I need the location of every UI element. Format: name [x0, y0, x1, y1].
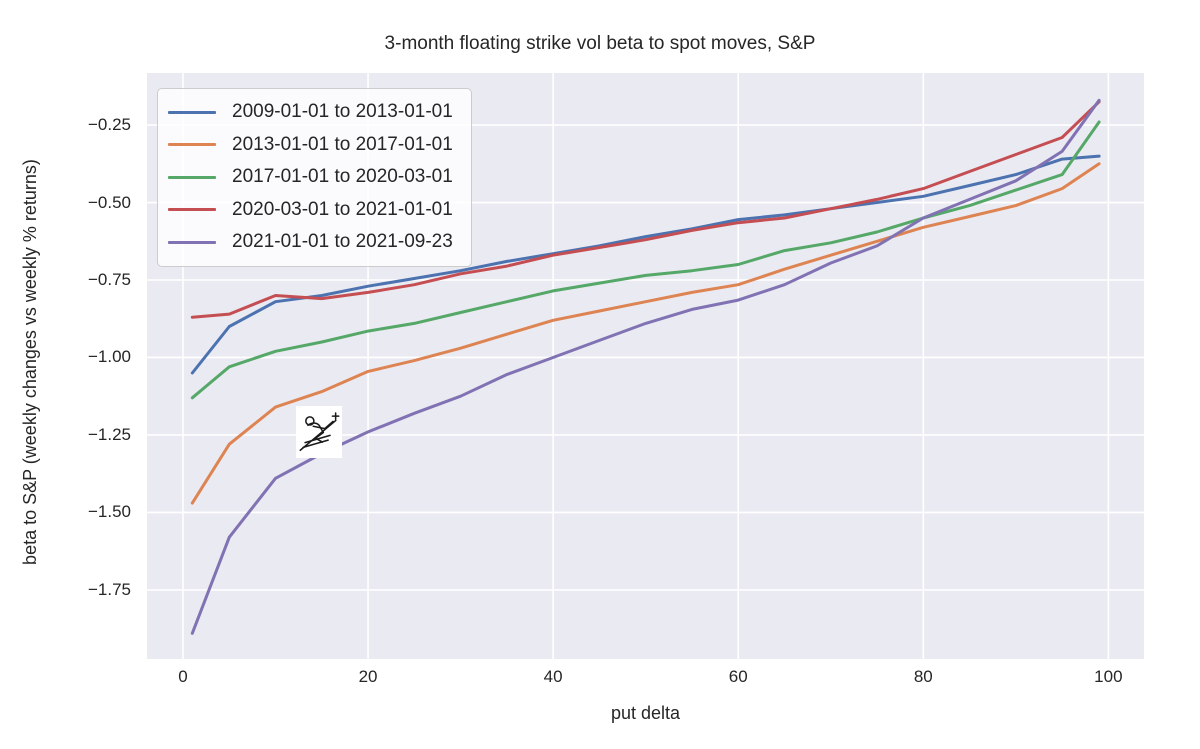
legend-label: 2020-03-01 to 2021-01-01: [232, 198, 453, 220]
x-tick-label: 0: [178, 667, 188, 686]
legend-label: 2017-01-01 to 2020-03-01: [232, 166, 453, 188]
y-tick-label: −1.75: [87, 579, 131, 599]
chart-title: 3-month floating strike vol beta to spot…: [384, 33, 816, 54]
x-tick-label: 20: [358, 667, 378, 686]
legend-item: 2009-01-01 to 2013-01-01: [168, 96, 453, 129]
skier-icon: [299, 412, 340, 451]
legend-item: 2021-01-01 to 2021-09-23: [168, 226, 453, 259]
x-tick-label: 80: [913, 667, 933, 686]
legend-line-sample: [168, 143, 216, 147]
series-line: [190, 100, 1101, 319]
x-tick-label: 100: [1094, 667, 1123, 686]
legend-line-sample: [168, 240, 216, 244]
legend-line-sample: [168, 175, 216, 179]
legend-item: 2013-01-01 to 2017-01-01: [168, 129, 453, 162]
legend-line-sample: [168, 208, 216, 212]
series-line: [190, 120, 1101, 400]
y-tick-label: −1.25: [87, 424, 131, 444]
y-tick-label: −0.25: [87, 115, 131, 135]
y-tick-label: −0.50: [87, 192, 131, 212]
x-tick-label: 60: [728, 667, 748, 686]
y-axis-label: beta to S&P (weekly changes vs weekly % …: [20, 159, 40, 565]
y-tick-label: −0.75: [87, 270, 131, 289]
y-tick-label: −1.50: [87, 502, 131, 522]
x-tick-label: 40: [543, 667, 563, 686]
legend-line-sample: [168, 110, 216, 114]
legend: 2009-01-01 to 2013-01-01 2013-01-01 to 20…: [157, 88, 472, 267]
legend-label: 2009-01-01 to 2013-01-01: [232, 101, 453, 123]
x-axis-label: put delta: [610, 703, 681, 723]
series-line: [190, 154, 1101, 375]
y-tick-label: −1.00: [87, 347, 131, 367]
legend-item: 2017-01-01 to 2020-03-01: [168, 161, 453, 194]
legend-item: 2020-03-01 to 2021-01-01: [168, 194, 453, 227]
skier-annotation: [296, 405, 343, 458]
legend-label: 2021-01-01 to 2021-09-23: [232, 231, 453, 253]
legend-label: 2013-01-01 to 2017-01-01: [232, 133, 453, 155]
series-line: [190, 162, 1101, 505]
